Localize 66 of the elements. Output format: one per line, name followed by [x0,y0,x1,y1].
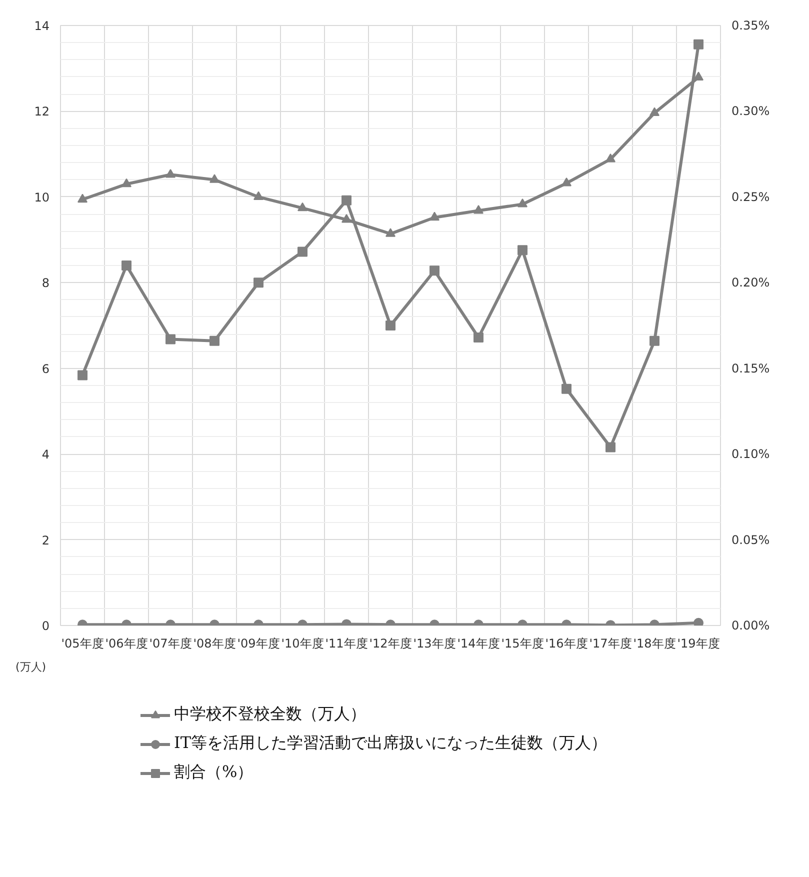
y2-tick-label: 0.10% [732,447,770,462]
legend-label: 中学校不登校全数（万人） [174,704,366,725]
point [606,154,616,162]
point [562,178,572,186]
y-tick-label: 4 [42,448,50,462]
point [254,191,264,200]
x-tick-label: '06年度 [105,636,148,650]
point [342,214,352,223]
x-tick-label: '09年度 [237,636,280,650]
point [694,72,704,80]
y-tick-label: 0 [42,619,50,633]
x-tick-label: '17年度 [589,636,632,650]
point [474,204,484,214]
y2-tick-label: 0.20% [732,276,770,290]
point [342,195,352,206]
point [386,228,396,237]
point [210,336,220,346]
x-tick-label: '19年度 [677,636,720,650]
point [166,168,176,178]
y2-tick-label: 0.15% [732,361,770,376]
y-tick-label: 6 [42,362,50,376]
y2-tick-label: 0.30% [732,104,770,118]
x-tick-label: '15年度 [501,636,544,650]
point [166,334,176,344]
x-tick-label: '11年度 [325,636,368,650]
y-tick-label: 14 [34,19,50,33]
x-tick-label: '08年度 [193,636,236,650]
point [210,174,220,183]
point [78,370,88,380]
point [254,278,264,288]
x-tick-label: '05年度 [61,636,104,650]
y-axis-title: (万人) [16,660,46,674]
y2-tick-label: 0.25% [732,190,770,204]
y2-tick-label: 0.35% [732,18,770,32]
point [518,245,528,256]
point [650,107,660,116]
x-tick-label: '07年度 [149,636,192,650]
y-tick-label: 10 [34,190,50,204]
x-tick-label: '12年度 [369,636,412,650]
legend-label: 割合（%） [174,762,254,783]
x-tick-label: '16年度 [545,636,588,650]
x-tick-label: '18年度 [633,636,676,650]
point [122,178,132,188]
point [78,194,88,203]
point [122,260,132,270]
y-tick-label: 12 [34,104,50,119]
point [694,618,704,626]
x-tick-label: '13年度 [413,636,456,650]
point [430,212,440,221]
point [606,442,616,452]
point [518,198,528,208]
legend-label: IT等を活用した学習活動で出席扱いになった生徒数（万人） [174,733,607,754]
y-tick-label: 8 [42,276,50,290]
point [650,336,660,346]
point [298,246,308,257]
point [386,320,396,330]
y-tick-label: 2 [42,533,50,548]
point [694,39,704,50]
x-tick-label: '10年度 [281,636,324,650]
point [430,266,440,276]
x-tick-label: '14年度 [457,636,500,650]
point [474,332,484,342]
point [298,202,308,212]
point [562,384,572,394]
y2-tick-label: 0.05% [732,532,770,547]
y2-tick-label: 0.00% [732,618,770,632]
